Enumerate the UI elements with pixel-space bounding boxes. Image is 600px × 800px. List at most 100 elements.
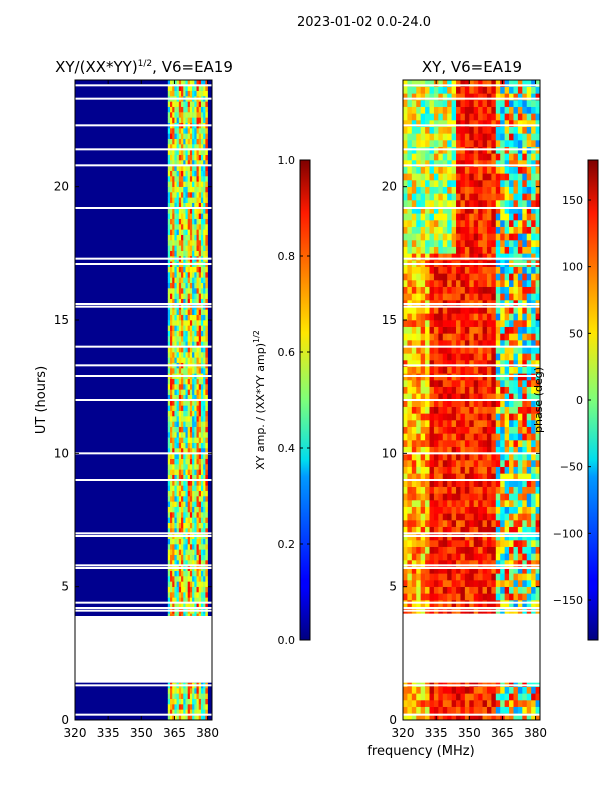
right-heatmap-cell	[513, 353, 519, 361]
left-heatmap-cell	[189, 389, 193, 395]
right-heatmap-cell	[522, 546, 528, 554]
left-heatmap-cell	[185, 192, 188, 198]
left-heatmap-cell	[170, 272, 173, 278]
left-heatmap-cell	[189, 693, 193, 699]
right-heatmap-cell	[425, 106, 430, 114]
right-heatmap-cell	[500, 580, 505, 587]
right-heatmap-cell	[425, 220, 430, 227]
right-heatmap-cell	[513, 440, 519, 447]
right-heatmap-cell	[438, 120, 444, 127]
right-heatmap-cell	[403, 486, 408, 494]
left-heatmap-cell	[192, 368, 195, 374]
left-heatmap-cell	[170, 320, 173, 326]
right-heatmap-cell	[526, 353, 532, 361]
right-heatmap-cell	[411, 200, 417, 207]
left-heatmap-cell	[192, 144, 195, 150]
left-heatmap-cell	[176, 368, 180, 374]
right-heatmap-cell	[469, 273, 475, 281]
left-heatmap-cell	[170, 170, 173, 177]
left-heatmap-cell	[198, 432, 202, 438]
left-heatmap-cell	[183, 218, 186, 225]
right-heatmap-cell	[411, 153, 417, 161]
right-heatmap-cell	[411, 106, 417, 114]
right-cb-tick-label: 100	[562, 261, 583, 274]
right-heatmap-cell	[522, 193, 528, 201]
right-heatmap-cell	[420, 386, 426, 394]
left-heatmap-cell	[183, 80, 186, 86]
right-heatmap-cell	[403, 540, 408, 547]
right-heatmap-cell	[504, 433, 510, 441]
right-heatmap-cell	[433, 560, 439, 567]
right-heatmap-cell	[403, 700, 408, 707]
right-heatmap-cell	[500, 453, 505, 461]
right-heatmap-cell	[478, 220, 483, 227]
left-heatmap-cell	[200, 282, 204, 289]
right-heatmap-cell	[478, 273, 483, 281]
right-heatmap-cell	[403, 446, 408, 454]
right-heatmap-cells	[403, 80, 540, 720]
right-heatmap-cell	[456, 553, 461, 561]
right-heatmap-cell	[416, 560, 421, 567]
left-heatmap-cell	[174, 234, 177, 241]
left-heatmap-cell	[170, 186, 173, 193]
right-heatmap-cell	[460, 346, 466, 354]
right-heatmap-cell	[513, 686, 519, 694]
right-heatmap-cell	[526, 80, 532, 87]
left-heatmap-cell	[181, 448, 184, 454]
left-heatmap-cell	[178, 597, 182, 603]
right-heatmap-cell	[526, 153, 532, 161]
right-heatmap-cell	[420, 326, 426, 334]
right-heatmap-cell	[495, 166, 501, 174]
left-heatmap-cell	[185, 688, 188, 694]
right-heatmap-cell	[416, 220, 421, 227]
right-heatmap-cell	[513, 466, 519, 474]
right-heatmap-cell	[482, 206, 488, 214]
right-heatmap-cell	[500, 553, 505, 561]
left-heatmap-cell	[187, 192, 191, 198]
left-heatmap-cell	[194, 410, 197, 417]
right-heatmap-cell	[411, 440, 417, 447]
left-heatmap-cell	[194, 138, 197, 145]
right-heatmap-cell	[433, 313, 439, 321]
left-heatmap-cell	[181, 442, 184, 449]
right-heatmap-cell	[451, 93, 457, 101]
left-heatmap-cell	[192, 272, 195, 278]
left-heatmap-cell	[194, 224, 197, 230]
left-heatmap-cell	[192, 378, 195, 385]
right-heatmap-cell	[407, 180, 413, 187]
right-heatmap-cell	[429, 100, 435, 107]
y-tick-label: 5	[61, 580, 69, 594]
left-heatmap-cell	[196, 597, 200, 603]
right-heatmap-cell	[416, 406, 421, 414]
left-heatmap-cell	[174, 325, 177, 331]
left-heatmap-cell	[205, 229, 208, 235]
left-heatmap-cell	[181, 602, 184, 609]
left-heatmap-cell	[176, 357, 180, 363]
right-flagged-row	[403, 124, 540, 127]
right-heatmap-cell	[464, 246, 470, 254]
right-heatmap-cell	[464, 473, 470, 481]
left-heatmap-cell	[172, 549, 175, 555]
right-heatmap-cell	[531, 113, 536, 121]
right-heatmap-cell	[429, 520, 435, 527]
left-heatmap-cell	[170, 474, 173, 481]
right-heatmap-cell	[486, 366, 492, 374]
right-heatmap-cell	[460, 513, 466, 521]
right-heatmap-cell	[429, 466, 435, 474]
right-heatmap-cell	[403, 140, 408, 147]
left-heatmap-cell	[194, 288, 197, 294]
left-heatmap-cell	[170, 437, 173, 443]
right-heatmap-cell	[482, 246, 488, 254]
left-heatmap-cell	[187, 325, 191, 331]
left-heatmap-cell	[185, 224, 188, 230]
left-heatmap-cell	[172, 576, 175, 582]
right-heatmap-cell	[473, 406, 479, 414]
right-heatmap-cell	[464, 500, 470, 507]
right-heatmap-cell	[522, 486, 528, 494]
right-heatmap-cell	[442, 253, 448, 261]
right-heatmap-cell	[486, 206, 492, 214]
left-heatmap-cell	[187, 714, 191, 720]
right-heatmap-cell	[504, 133, 510, 141]
right-heatmap-cell	[416, 506, 421, 514]
right-heatmap-cell	[517, 286, 523, 294]
